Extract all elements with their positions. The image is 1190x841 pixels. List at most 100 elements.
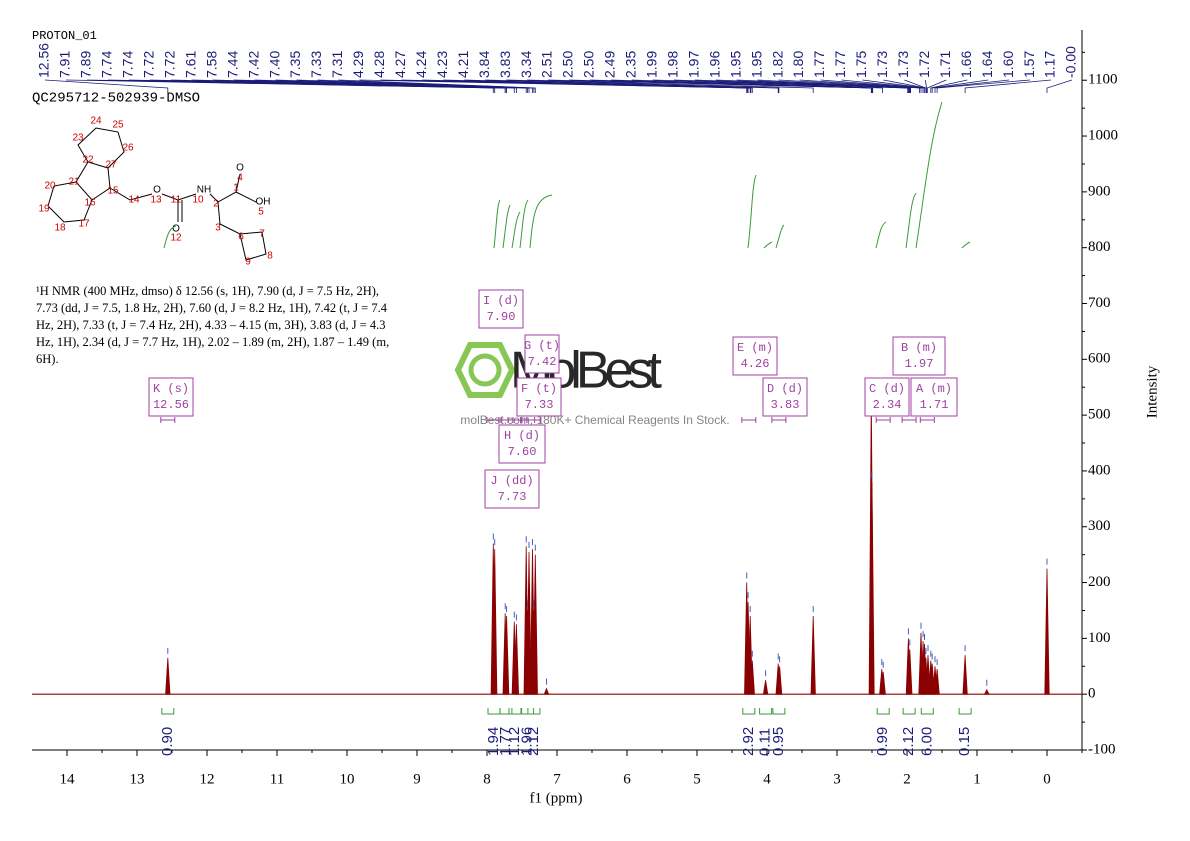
multiplet-label: C (d) [869, 382, 905, 396]
x-tick-label: 12 [200, 771, 215, 787]
watermark: MolBest molBest.com, 180K+ Chemical Reag… [454, 342, 730, 427]
atom-label: 11 [171, 195, 182, 206]
peak [810, 616, 816, 695]
peak-label: 7.89 [78, 51, 94, 78]
peak-label: 7.91 [57, 51, 73, 78]
peak-label: 7.72 [140, 51, 156, 78]
peak [762, 680, 769, 695]
multiplet-range [741, 417, 757, 423]
multiplet-label: K (s) [153, 382, 189, 396]
peak-label: 4.23 [434, 51, 450, 78]
x-tick-label: 8 [483, 771, 491, 787]
peak-label: 2.51 [539, 51, 555, 78]
integral-label: 1.77 [497, 727, 514, 756]
atom-label: 13 [150, 195, 162, 206]
x-tick-label: 10 [340, 771, 355, 787]
peak-label: 1.95 [727, 51, 743, 78]
y-tick-label: 500 [1088, 407, 1111, 423]
multiplet-box [892, 336, 946, 376]
peak-label: 1.82 [769, 51, 785, 78]
peak [934, 669, 940, 695]
integral-bracket [772, 708, 786, 715]
multiplet-label: H (d) [504, 429, 540, 443]
atom-label: 5 [258, 207, 264, 218]
description: ¹H NMR (400 MHz, dmso) δ 12.56 (s, 1H), … [36, 284, 390, 366]
peak-leader [757, 79, 911, 93]
multiplet-box [732, 336, 778, 376]
multiplet-box [516, 377, 562, 417]
multiplet-box [498, 424, 546, 464]
integral-label: 0.95 [770, 727, 787, 756]
integral-label: 0.90 [159, 727, 176, 756]
atom-label: 4 [237, 173, 243, 184]
atom-label: 7 [259, 229, 265, 240]
peak [869, 482, 875, 695]
x-tick-label: 1 [973, 771, 981, 787]
multiplet-box [484, 469, 540, 509]
multiplet-shift: 1.71 [920, 398, 949, 412]
multiplet-range [875, 417, 891, 423]
integral-bracket [499, 708, 513, 715]
peak [1044, 568, 1050, 695]
peak-label: 3.84 [476, 51, 492, 78]
x-tick-label: 11 [270, 771, 284, 787]
integral-bracket [759, 708, 773, 715]
y-tick-label: 700 [1088, 295, 1111, 311]
peak-label: 2.50 [581, 51, 597, 78]
peak-label: 1.64 [979, 51, 995, 78]
peak-label: 4.27 [392, 51, 408, 78]
integral-label: 2.92 [740, 727, 757, 756]
x-tick-label: 14 [60, 771, 76, 787]
peak-label: 7.72 [161, 51, 177, 78]
peak-leader [44, 79, 169, 93]
peak-label: 7.40 [266, 51, 282, 78]
peak-label: 1.66 [958, 51, 974, 78]
multiplet-shift: 7.60 [508, 445, 537, 459]
multiplet-shift: 7.42 [528, 355, 557, 369]
atom-label: 19 [38, 204, 50, 215]
multiplet-shift: 2.34 [873, 398, 902, 412]
multiplet-box [478, 289, 524, 329]
x-axis-title: f1 (ppm) [530, 790, 583, 806]
integral-label: 0.11 [757, 728, 774, 756]
peak-leader [464, 79, 753, 93]
integral-label: 0.15 [956, 727, 973, 756]
integral-bracket [876, 708, 890, 715]
integral-bracket [742, 708, 756, 715]
peak-leader [924, 79, 927, 93]
multiplet-shift: 4.26 [741, 357, 770, 371]
peak [543, 687, 550, 695]
peak-label: 1.73 [895, 51, 911, 78]
atom-label: 6 [238, 232, 244, 243]
multiplet-box [524, 334, 560, 374]
peak [983, 688, 990, 695]
peak [526, 551, 532, 695]
peak-label: 1.17 [1042, 51, 1058, 78]
peak-leader [964, 79, 1052, 93]
peak-label: 7.31 [329, 51, 345, 78]
atom-label: 26 [122, 143, 134, 154]
multiplet-shift: 1.97 [905, 357, 934, 371]
multiplet-shift: 3.83 [771, 398, 800, 412]
x-tick-label: 5 [693, 771, 701, 787]
integral-label: 1.96 [519, 727, 536, 756]
multiplet-shift: 7.90 [487, 310, 516, 324]
multiplet-label: G (t) [524, 339, 560, 353]
atom-label: 20 [44, 181, 56, 192]
integral-label: 2.12 [525, 727, 542, 756]
atom-label: 18 [54, 223, 66, 234]
atom-label: OH [256, 197, 271, 208]
x-tick-label: 4 [763, 771, 771, 787]
peak-label: 7.44 [224, 51, 240, 78]
atom-label: 1 [233, 183, 239, 194]
integral-bracket [902, 708, 916, 715]
multiplet-range [498, 417, 514, 423]
peak-label: 2.50 [560, 51, 576, 78]
integral-bracket [920, 708, 934, 715]
peak-leader [936, 79, 1031, 93]
peak-leader [904, 79, 927, 93]
peak-label: 1.73 [874, 51, 890, 78]
atom-label: O [172, 224, 180, 235]
